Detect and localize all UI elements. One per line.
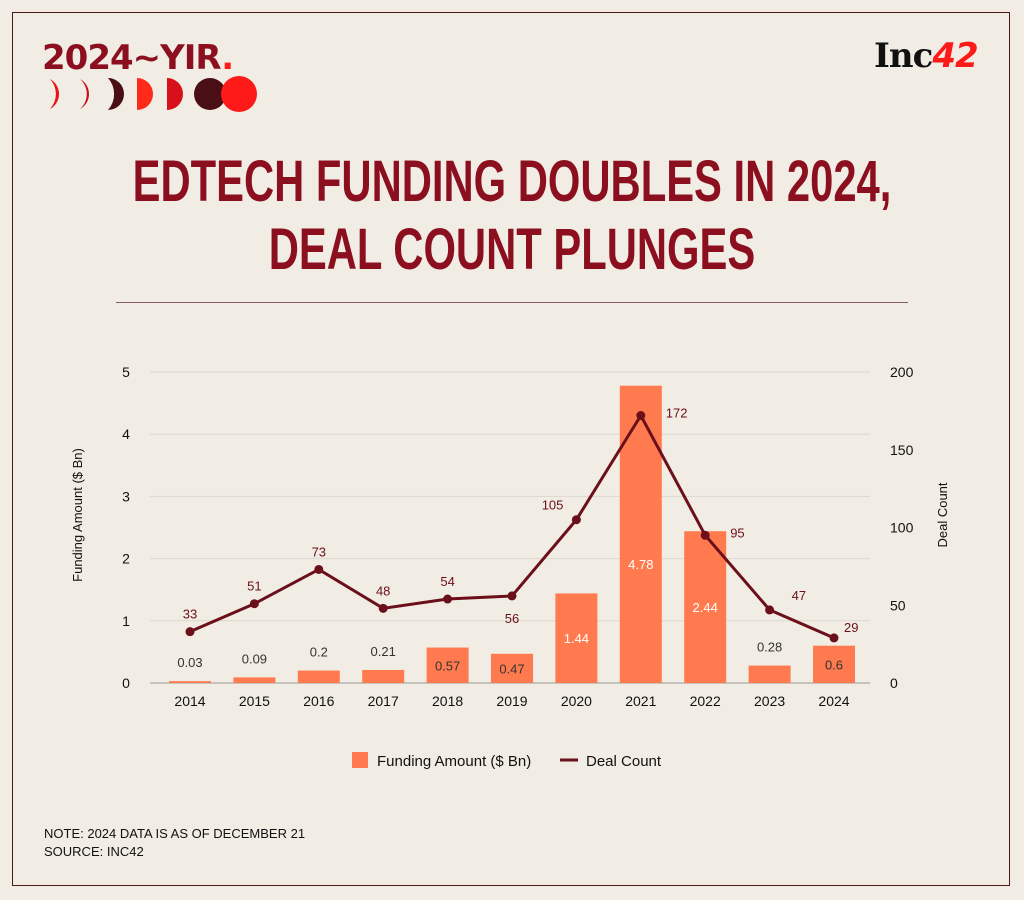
- inc42-logo: Inc42: [874, 36, 979, 76]
- bar-value-label: 0.21: [371, 644, 396, 659]
- legend-label-funding: Funding Amount ($ Bn): [377, 753, 531, 770]
- bar-value-label: 2.44: [693, 600, 718, 615]
- bar-value-label: 0.47: [499, 661, 524, 676]
- deal-count-point: [378, 603, 388, 613]
- deal-count-point: [636, 411, 646, 421]
- deal-count-point: [314, 564, 324, 574]
- x-tick-label: 2024: [818, 693, 849, 709]
- y-tick-label: 4: [122, 426, 130, 442]
- yir-badge-text: 2024~YIR: [42, 38, 222, 78]
- inc42-logo-num: 42: [932, 36, 978, 76]
- deal-count-label: 56: [505, 611, 519, 626]
- yir-badge: 2024~YIR.: [42, 38, 234, 78]
- deal-count-label: 48: [376, 583, 390, 598]
- bar-2016: [297, 670, 340, 683]
- deal-count-label: 73: [312, 544, 326, 559]
- bar-2021: [619, 385, 662, 683]
- legend-swatch-funding: [352, 752, 368, 768]
- deal-count-label: 47: [792, 588, 806, 603]
- bar-2019: [491, 653, 533, 683]
- deal-count-point: [700, 530, 710, 540]
- y2-axis-label: Deal Count: [935, 482, 950, 547]
- deal-count-point: [249, 599, 259, 609]
- bar-2024: [813, 645, 855, 683]
- source-text: SOURCE: INC42: [44, 844, 144, 859]
- deal-count-label: 105: [542, 498, 564, 513]
- bar-2020: [555, 593, 598, 683]
- y-tick-label: 0: [122, 675, 130, 691]
- y-tick-label: 5: [122, 364, 130, 380]
- bar-value-label: 0.28: [757, 640, 782, 655]
- y-tick-label: 2: [122, 551, 130, 567]
- x-tick-label: 2021: [625, 693, 656, 709]
- y-tick-label: 1: [122, 613, 130, 629]
- bar-value-label: 0.57: [435, 658, 460, 673]
- x-tick-label: 2022: [690, 693, 721, 709]
- divider: [116, 302, 908, 303]
- bar-value-label: 0.2: [310, 645, 328, 660]
- bar-2014: [169, 681, 211, 683]
- bar-value-label: 1.44: [564, 631, 589, 646]
- note-text: NOTE: 2024 DATA IS AS OF DECEMBER 21: [44, 826, 306, 841]
- y2-tick-label: 50: [890, 597, 906, 613]
- deal-count-point: [571, 515, 581, 525]
- y-axis-label: Funding Amount ($ Bn): [70, 448, 85, 582]
- bar-value-label: 4.78: [628, 557, 653, 572]
- x-tick-label: 2019: [496, 693, 527, 709]
- y2-tick-label: 100: [890, 520, 914, 536]
- y2-tick-label: 150: [890, 442, 914, 458]
- bar-2023: [748, 665, 791, 683]
- deal-count-label: 29: [844, 620, 858, 635]
- x-tick-label: 2023: [754, 693, 785, 709]
- deal-count-label: 54: [440, 574, 454, 589]
- deal-count-point: [507, 591, 517, 601]
- bar-2017: [362, 669, 405, 683]
- x-tick-label: 2020: [561, 693, 592, 709]
- x-tick-label: 2016: [303, 693, 334, 709]
- y2-tick-label: 0: [890, 675, 898, 691]
- bar-2018: [426, 647, 469, 683]
- bar-value-label: 0.03: [177, 655, 202, 670]
- y-tick-label: 3: [122, 488, 130, 504]
- moon-phases-icon: [50, 76, 257, 112]
- x-tick-label: 2017: [368, 693, 399, 709]
- deal-count-label: 51: [247, 579, 261, 594]
- frame-border: [12, 12, 1010, 886]
- inc42-logo-text: Inc: [874, 36, 933, 76]
- page-title-line2: DEAL COUNT PLUNGES: [268, 217, 756, 282]
- x-tick-label: 2015: [239, 693, 270, 709]
- x-tick-label: 2014: [174, 693, 205, 709]
- yir-badge-dot: .: [221, 38, 234, 78]
- deal-count-label: 172: [666, 406, 688, 421]
- deal-count-point: [185, 627, 195, 637]
- bar-2022: [684, 531, 727, 683]
- y2-tick-label: 200: [890, 364, 914, 380]
- x-tick-label: 2018: [432, 693, 463, 709]
- deal-count-point: [443, 594, 453, 604]
- deal-count-label: 33: [183, 607, 197, 622]
- bar-2015: [233, 677, 276, 683]
- legend-label-deal-count: Deal Count: [586, 753, 662, 770]
- deal-count-point: [765, 605, 775, 615]
- deal-count-point: [829, 633, 839, 643]
- bar-value-label: 0.09: [242, 651, 267, 666]
- bar-value-label: 0.6: [825, 657, 843, 672]
- page-title-line1: EDTECH FUNDING DOUBLES IN 2024,: [132, 149, 892, 214]
- deal-count-label: 95: [730, 525, 744, 540]
